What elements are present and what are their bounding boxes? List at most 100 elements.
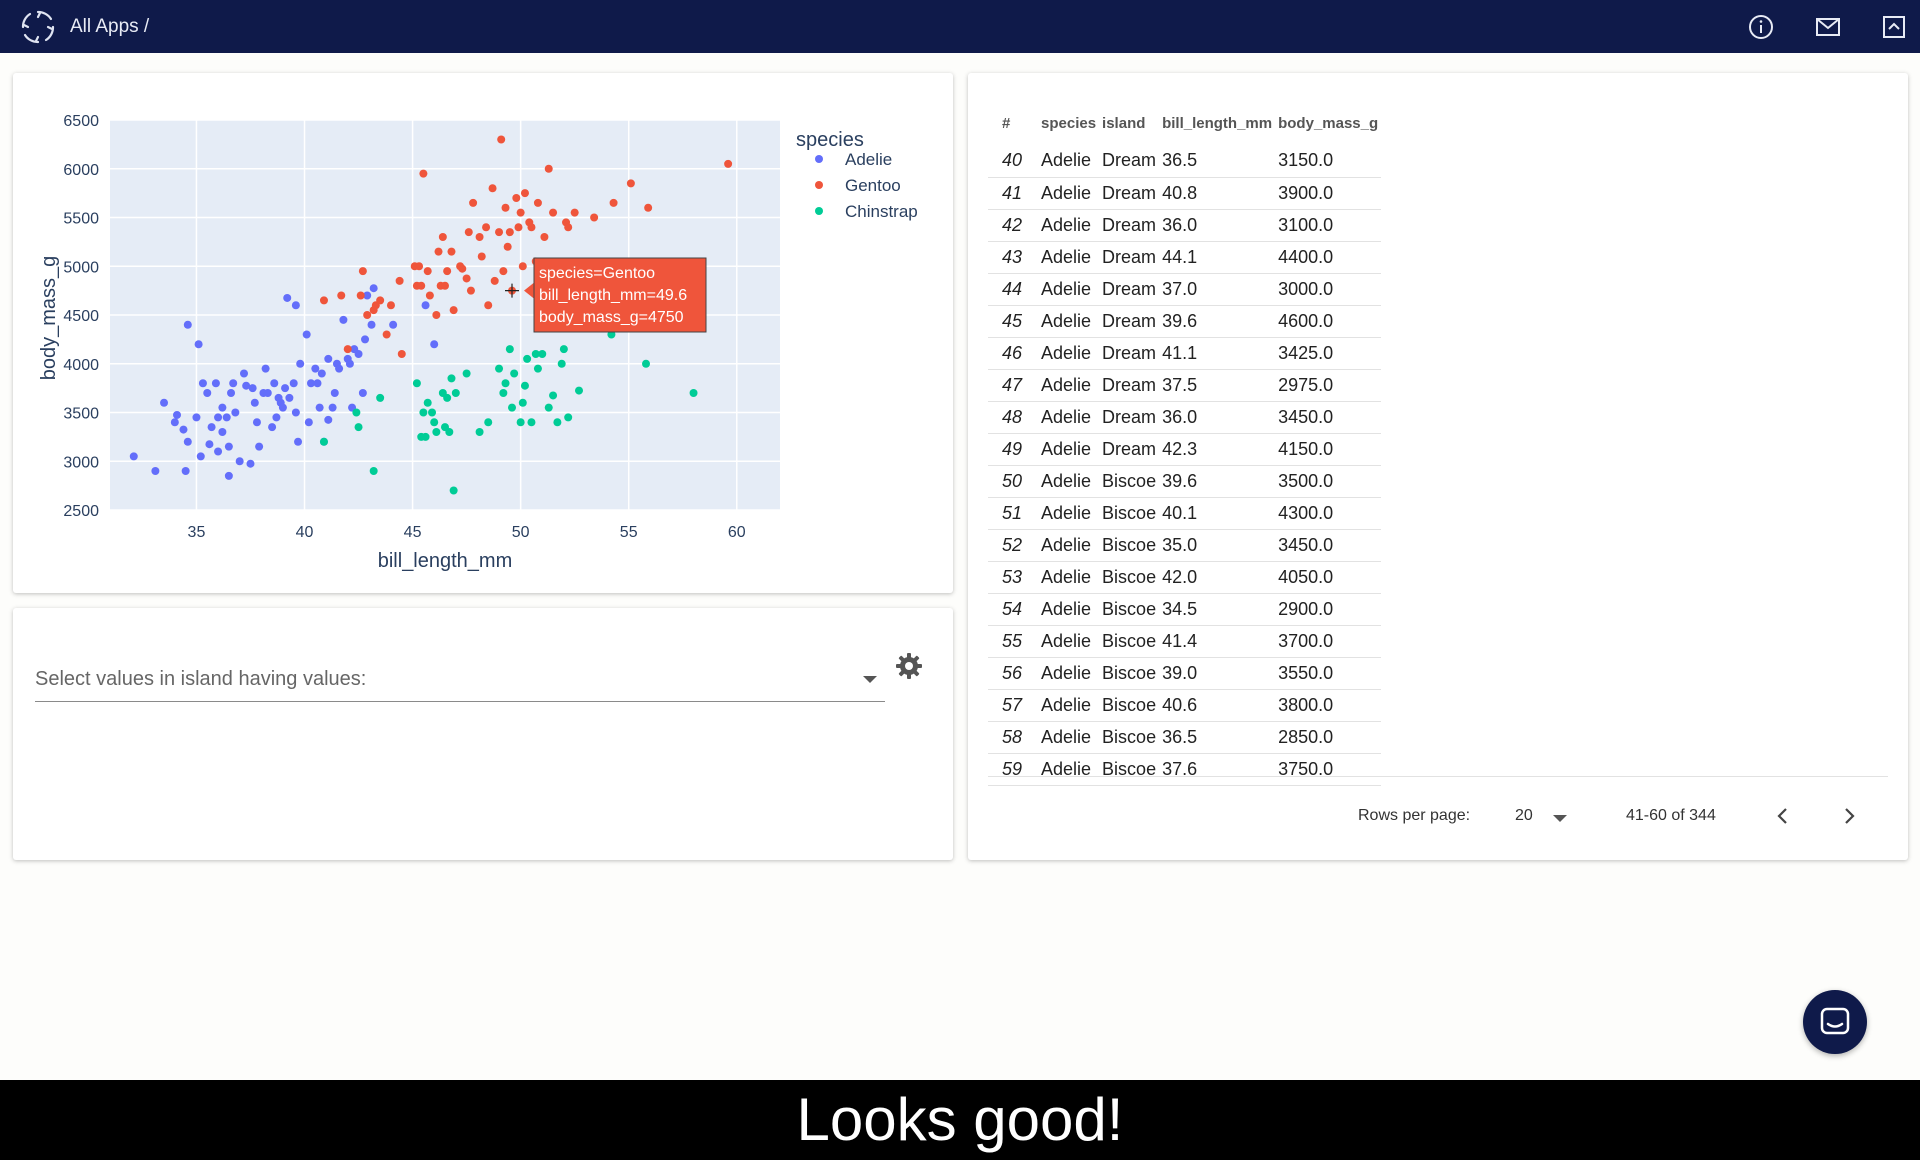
data-point-adelie[interactable]	[181, 467, 190, 475]
data-point-chinstrap[interactable]	[510, 369, 519, 378]
table-row[interactable]: 47 Adelie Dream 37.5 2975.0	[988, 369, 1382, 402]
data-point-adelie[interactable]	[285, 393, 294, 402]
data-point-adelie[interactable]	[324, 415, 333, 424]
data-point-adelie[interactable]	[278, 403, 287, 412]
data-point-gentoo[interactable]	[386, 301, 395, 310]
data-point-gentoo[interactable]	[490, 276, 499, 285]
data-point-chinstrap[interactable]	[527, 418, 536, 427]
data-point-adelie[interactable]	[246, 459, 255, 468]
data-point-adelie[interactable]	[367, 320, 376, 329]
data-point-adelie[interactable]	[304, 418, 313, 427]
data-point-adelie[interactable]	[179, 425, 188, 434]
data-point-adelie[interactable]	[252, 418, 261, 427]
data-point-adelie[interactable]	[151, 467, 160, 475]
data-point-chinstrap[interactable]	[484, 418, 493, 427]
data-point-gentoo[interactable]	[497, 135, 506, 144]
data-point-chinstrap[interactable]	[319, 437, 328, 446]
data-point-adelie[interactable]	[263, 389, 272, 397]
data-point-gentoo[interactable]	[544, 164, 553, 173]
data-point-adelie[interactable]	[296, 359, 305, 368]
data-point-adelie[interactable]	[421, 301, 430, 310]
data-point-chinstrap[interactable]	[557, 359, 566, 368]
table-row[interactable]: 44 Adelie Dream 37.0 3000.0	[988, 273, 1382, 306]
data-point-gentoo[interactable]	[447, 247, 456, 256]
data-point-chinstrap[interactable]	[423, 398, 432, 407]
data-point-adelie[interactable]	[170, 418, 179, 427]
table-row[interactable]: 42 Adelie Dream 36.0 3100.0	[988, 209, 1382, 242]
chevron-right-icon[interactable]	[1834, 801, 1864, 831]
data-point-chinstrap[interactable]	[564, 413, 573, 422]
data-point-gentoo[interactable]	[514, 223, 523, 232]
data-point-adelie[interactable]	[302, 330, 311, 339]
data-point-adelie[interactable]	[268, 423, 277, 432]
data-point-chinstrap[interactable]	[508, 403, 516, 412]
data-point-gentoo[interactable]	[466, 286, 475, 295]
data-point-adelie[interactable]	[330, 389, 339, 397]
data-point-adelie[interactable]	[311, 364, 320, 373]
island-filter-select[interactable]: Select values in island having values:	[35, 658, 885, 702]
data-point-gentoo[interactable]	[477, 252, 486, 261]
table-row[interactable]: 56 Adelie Biscoe 39.0 3550.0	[988, 657, 1382, 690]
data-point-gentoo[interactable]	[382, 330, 391, 339]
data-point-chinstrap[interactable]	[553, 418, 562, 427]
data-point-adelie[interactable]	[214, 413, 223, 422]
data-point-chinstrap[interactable]	[428, 408, 437, 417]
data-point-adelie[interactable]	[231, 408, 240, 417]
table-row[interactable]: 48 Adelie Dream 36.0 3450.0	[988, 401, 1382, 434]
data-point-gentoo[interactable]	[499, 267, 508, 276]
data-point-chinstrap[interactable]	[354, 423, 363, 432]
legend-item-chinstrap[interactable]: Chinstrap	[845, 202, 918, 221]
collapse-icon[interactable]	[1880, 13, 1908, 41]
table-row[interactable]: 51 Adelie Biscoe 40.1 4300.0	[988, 497, 1382, 530]
data-point-chinstrap[interactable]	[499, 389, 508, 397]
data-point-gentoo[interactable]	[475, 233, 484, 241]
legend-item-adelie[interactable]: Adelie	[845, 150, 892, 169]
table-row[interactable]: 52 Adelie Biscoe 35.0 3450.0	[988, 529, 1382, 562]
data-point-chinstrap[interactable]	[412, 379, 421, 388]
data-point-adelie[interactable]	[235, 457, 244, 466]
data-point-adelie[interactable]	[240, 369, 248, 378]
table-row[interactable]: 43 Adelie Dream 44.1 4400.0	[988, 241, 1382, 274]
table-row[interactable]: 41 Adelie Dream 40.8 3900.0	[988, 177, 1382, 210]
data-point-adelie[interactable]	[194, 340, 203, 349]
data-point-adelie[interactable]	[281, 384, 290, 393]
data-point-gentoo[interactable]	[464, 228, 473, 237]
data-point-adelie[interactable]	[328, 403, 337, 412]
data-point-gentoo[interactable]	[609, 198, 618, 207]
data-point-gentoo[interactable]	[434, 247, 443, 256]
table-row[interactable]: 50 Adelie Biscoe 39.6 3500.0	[988, 465, 1382, 498]
data-point-chinstrap[interactable]	[447, 374, 456, 383]
data-point-adelie[interactable]	[173, 410, 181, 419]
data-point-adelie[interactable]	[218, 428, 227, 436]
data-point-adelie[interactable]	[361, 335, 370, 344]
data-point-adelie[interactable]	[313, 379, 322, 388]
data-point-gentoo[interactable]	[520, 189, 529, 198]
data-point-gentoo[interactable]	[425, 291, 434, 300]
data-point-chinstrap[interactable]	[518, 398, 527, 407]
data-point-gentoo[interactable]	[441, 281, 449, 290]
data-point-adelie[interactable]	[218, 403, 227, 412]
data-point-gentoo[interactable]	[417, 281, 426, 290]
data-point-gentoo[interactable]	[363, 311, 372, 319]
table-row[interactable]: 49 Adelie Dream 42.3 4150.0	[988, 433, 1382, 466]
table-row[interactable]: 40 Adelie Dream 36.5 3150.0	[988, 145, 1382, 178]
data-point-adelie[interactable]	[205, 440, 214, 449]
column-header[interactable]: #	[1002, 114, 1011, 132]
data-point-adelie[interactable]	[160, 398, 169, 407]
data-point-chinstrap[interactable]	[505, 345, 514, 354]
data-point-adelie[interactable]	[354, 350, 363, 358]
data-point-chinstrap[interactable]	[443, 393, 452, 402]
data-point-chinstrap[interactable]	[449, 486, 458, 495]
table-row[interactable]: 54 Adelie Biscoe 34.5 2900.0	[988, 593, 1382, 626]
data-point-adelie[interactable]	[229, 379, 238, 388]
data-point-gentoo[interactable]	[527, 223, 536, 232]
data-point-chinstrap[interactable]	[369, 467, 378, 475]
data-point-gentoo[interactable]	[518, 262, 527, 271]
data-point-chinstrap[interactable]	[352, 408, 361, 417]
data-point-adelie[interactable]	[192, 413, 201, 422]
data-point-chinstrap[interactable]	[421, 432, 430, 441]
chevron-left-icon[interactable]	[1768, 801, 1798, 831]
data-point-chinstrap[interactable]	[475, 428, 484, 436]
data-point-adelie[interactable]	[248, 384, 257, 393]
data-point-adelie[interactable]	[198, 379, 207, 388]
